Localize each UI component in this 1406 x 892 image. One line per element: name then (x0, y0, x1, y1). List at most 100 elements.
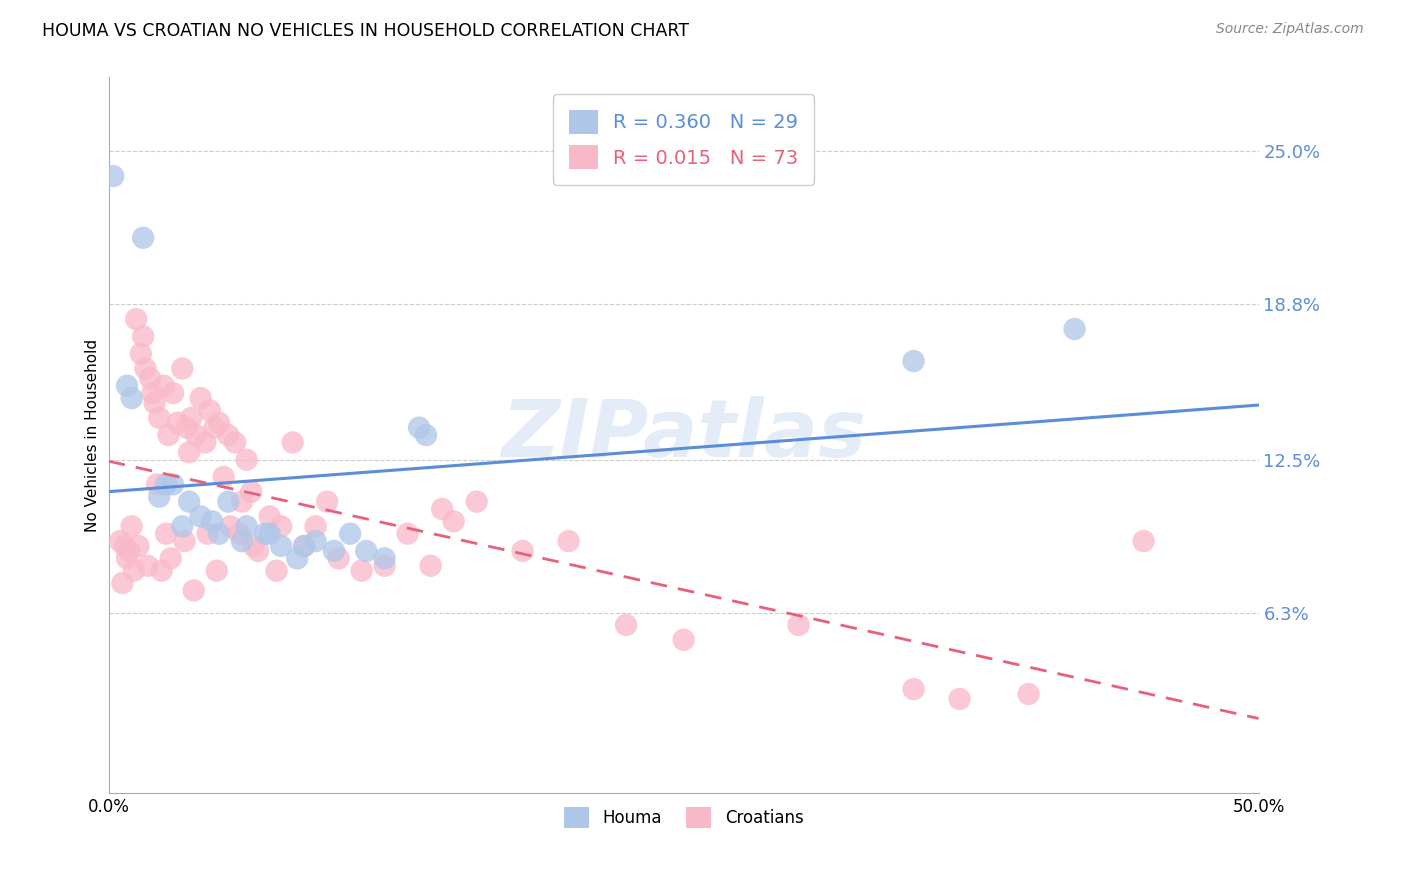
Point (172, 361, 194, 376)
Point (173, 534, 195, 549)
Point (108, 534, 131, 549)
Point (136, 558, 159, 573)
Text: ZIPatlas: ZIPatlas (501, 396, 866, 474)
Point (270, 519, 292, 533)
Point (103, 169, 125, 183)
Point (415, 428, 437, 442)
Point (146, 477, 169, 491)
Point (217, 428, 239, 442)
Point (217, 494, 239, 508)
Point (292, 539, 315, 553)
Point (208, 526, 231, 541)
Point (139, 371, 162, 385)
Point (128, 539, 150, 553)
Legend: Houma, Croatians: Houma, Croatians (557, 801, 810, 834)
Point (316, 494, 339, 508)
Point (150, 564, 173, 578)
Point (396, 526, 419, 541)
Point (374, 551, 396, 566)
Point (304, 519, 326, 533)
Point (430, 502, 453, 516)
Point (132, 329, 155, 343)
Point (208, 416, 231, 430)
Point (179, 494, 201, 508)
Point (281, 435, 304, 450)
Point (183, 583, 205, 598)
Point (172, 519, 194, 533)
Point (614, 618, 637, 632)
Point (270, 539, 292, 553)
Point (285, 551, 308, 566)
Point (242, 539, 264, 553)
Point (148, 410, 170, 425)
Point (443, 514, 465, 528)
Point (354, 544, 377, 558)
Point (253, 526, 276, 541)
Point (787, 618, 810, 632)
Point (121, 519, 143, 533)
Point (134, 361, 156, 376)
Point (224, 435, 246, 450)
Point (115, 378, 138, 392)
Point (162, 477, 184, 491)
Point (198, 403, 221, 417)
Text: HOUMA VS CROATIAN NO VEHICLES IN HOUSEHOLD CORRELATION CHART: HOUMA VS CROATIAN NO VEHICLES IN HOUSEHO… (42, 22, 689, 40)
Point (155, 477, 177, 491)
Point (512, 544, 534, 558)
Point (323, 544, 346, 558)
Point (292, 539, 315, 553)
Point (157, 428, 180, 442)
Point (184, 428, 207, 442)
Point (339, 526, 361, 541)
Point (1063, 322, 1085, 336)
Point (153, 378, 176, 392)
Point (247, 544, 270, 558)
Point (159, 551, 181, 566)
Point (259, 526, 281, 541)
Point (190, 391, 212, 405)
Point (903, 682, 925, 697)
Point (231, 534, 253, 549)
Point (465, 494, 488, 508)
Point (557, 534, 579, 549)
Point (259, 509, 281, 524)
Point (148, 490, 170, 504)
Point (304, 534, 326, 549)
Point (194, 435, 217, 450)
Point (166, 416, 188, 430)
Point (129, 346, 152, 360)
Point (235, 519, 257, 533)
Point (197, 526, 219, 541)
Point (350, 564, 373, 578)
Text: Source: ZipAtlas.com: Source: ZipAtlas.com (1216, 22, 1364, 37)
Point (115, 551, 138, 566)
Point (125, 312, 148, 326)
Point (903, 354, 925, 368)
Point (179, 445, 201, 459)
Point (155, 526, 177, 541)
Point (132, 231, 155, 245)
Point (1132, 534, 1154, 549)
Point (672, 632, 695, 647)
Point (235, 452, 257, 467)
Point (122, 564, 145, 578)
Point (374, 558, 396, 573)
Point (111, 576, 134, 591)
Point (180, 410, 202, 425)
Point (266, 564, 288, 578)
Point (204, 420, 226, 434)
Point (162, 386, 184, 401)
Point (240, 484, 263, 499)
Point (114, 539, 136, 553)
Point (143, 396, 166, 410)
Point (419, 558, 441, 573)
Point (190, 509, 212, 524)
Point (205, 564, 228, 578)
Point (229, 526, 252, 541)
Y-axis label: No Vehicles in Household: No Vehicles in Household (86, 338, 100, 532)
Point (1018, 687, 1040, 701)
Point (176, 420, 198, 434)
Point (231, 494, 253, 508)
Point (141, 386, 163, 401)
Point (949, 692, 972, 706)
